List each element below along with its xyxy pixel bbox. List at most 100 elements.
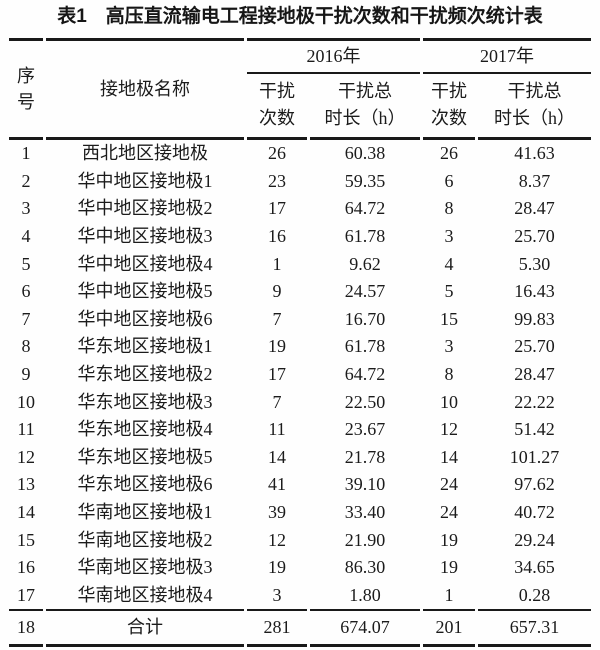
electrode-name-cell: 华中地区接地极4 <box>77 253 213 274</box>
count-2016-cell: 1 <box>272 253 282 274</box>
electrode-name-cell: 华东地区接地极4 <box>77 419 213 440</box>
count-2016-cell: 11 <box>268 419 286 440</box>
table-row: 4 华中地区接地极3 16 61.78 3 25.70 <box>9 223 591 251</box>
duration-2017-cell: 8.37 <box>518 170 551 191</box>
table-row: 15 华南地区接地极2 12 21.90 19 29.24 <box>9 526 591 554</box>
duration-2016-cell: 64.72 <box>344 198 386 219</box>
header-count-2017: 干扰 次数 <box>423 74 475 140</box>
header-duration-2016: 干扰总 时长（h） <box>310 74 420 140</box>
serial-cell: 4 <box>21 226 31 247</box>
count-2016-cell: 16 <box>268 226 286 247</box>
serial-cell: 13 <box>17 474 35 495</box>
count-2017-cell: 4 <box>444 253 454 274</box>
table-row: 14 华南地区接地极1 39 33.40 24 40.72 <box>9 499 591 527</box>
serial-cell: 17 <box>17 584 35 605</box>
serial-cell: 9 <box>21 364 31 385</box>
duration-2017-cell: 28.47 <box>514 364 555 385</box>
count-2017-cell: 3 <box>444 336 454 357</box>
statistics-table: 序 号 接地极名称 2016年 2017年 干扰 次数 干扰总 时长（h） 干扰… <box>6 38 594 648</box>
count-2017-cell: 14 <box>440 446 458 467</box>
count-2016-cell: 17 <box>268 364 286 385</box>
table-row: 6 华中地区接地极5 9 24.57 5 16.43 <box>9 278 591 306</box>
duration-2017-cell: 41.63 <box>514 143 555 164</box>
duration-2016-cell: 86.30 <box>344 557 386 578</box>
count-2017-cell: 24 <box>440 474 458 495</box>
count-2017-cell: 24 <box>440 502 458 523</box>
duration-2017-cell: 25.70 <box>514 226 555 247</box>
count-2017-cell: 3 <box>444 226 454 247</box>
count-2016-cell: 41 <box>268 474 286 495</box>
table-row: 2 华中地区接地极1 23 59.35 6 8.37 <box>9 168 591 196</box>
serial-cell: 12 <box>17 446 35 467</box>
serial-cell: 5 <box>21 253 31 274</box>
electrode-name-cell: 华南地区接地极3 <box>77 557 213 578</box>
duration-2016-cell: 21.90 <box>344 529 386 550</box>
table-row: 9 华东地区接地极2 17 64.72 8 28.47 <box>9 361 591 389</box>
count-2016-cell: 14 <box>268 446 286 467</box>
serial-cell: 1 <box>21 143 31 164</box>
header-electrode-name: 接地极名称 <box>46 38 244 140</box>
serial-cell: 16 <box>17 557 35 578</box>
header-serial: 序 号 <box>9 38 43 140</box>
duration-2017-cell: 51.42 <box>514 419 555 440</box>
count-2017-cell: 15 <box>440 308 458 329</box>
count-2017-cell: 19 <box>440 557 458 578</box>
count-2016-cell: 26 <box>268 143 286 164</box>
duration-2016-cell: 59.35 <box>344 170 386 191</box>
table-row: 3 华中地区接地极2 17 64.72 8 28.47 <box>9 195 591 223</box>
count-2017-cell: 8 <box>444 364 454 385</box>
header-row-years: 序 号 接地极名称 2016年 2017年 <box>9 38 591 140</box>
duration-2017-cell: 22.22 <box>514 391 555 412</box>
duration-2017-cell: 40.72 <box>514 502 555 523</box>
table-row: 5 华中地区接地极4 1 9.62 4 5.30 <box>9 250 591 278</box>
count-2017-cell: 10 <box>440 391 458 412</box>
duration-2016-cell: 1.80 <box>349 584 381 605</box>
table-row: 13 华东地区接地极6 41 39.10 24 97.62 <box>9 471 591 499</box>
electrode-name-cell: 华东地区接地极2 <box>77 364 213 385</box>
electrode-name-cell: 华南地区接地极4 <box>77 584 213 605</box>
count-2017-cell: 19 <box>440 529 458 550</box>
count-2016-cell: 281 <box>247 609 307 648</box>
duration-2016-cell: 24.57 <box>344 281 386 302</box>
count-2016-cell: 19 <box>268 336 286 357</box>
serial-cell: 7 <box>21 308 31 329</box>
electrode-name-cell: 华中地区接地极6 <box>77 308 213 329</box>
duration-2016-cell: 9.62 <box>349 253 381 274</box>
electrode-name-cell: 华南地区接地极2 <box>77 529 213 550</box>
duration-2016-cell: 16.70 <box>344 308 386 329</box>
table-row: 7 华中地区接地极6 7 16.70 15 99.83 <box>9 306 591 334</box>
electrode-name-cell: 华东地区接地极3 <box>77 391 213 412</box>
serial-cell: 3 <box>21 198 31 219</box>
count-2017-cell: 8 <box>444 198 454 219</box>
electrode-name-cell: 华中地区接地极2 <box>77 198 213 219</box>
duration-2017-cell: 16.43 <box>514 281 555 302</box>
count-2017-cell: 5 <box>444 281 454 302</box>
serial-cell: 11 <box>17 419 35 440</box>
duration-2017-cell: 0.28 <box>518 584 551 605</box>
table-caption: 表1 高压直流输电工程接地极干扰次数和干扰频次统计表 <box>57 6 543 27</box>
duration-2016-cell: 64.72 <box>344 364 386 385</box>
count-2017-cell: 12 <box>440 419 458 440</box>
duration-2017-cell: 5.30 <box>518 253 551 274</box>
header-row-measures: 干扰 次数 干扰总 时长（h） 干扰 次数 干扰总 时长（h） <box>9 74 591 140</box>
electrode-name-cell: 华东地区接地极6 <box>77 474 213 495</box>
duration-2017-cell: 34.65 <box>514 557 555 578</box>
count-2017-cell: 201 <box>423 609 475 648</box>
count-2016-cell: 12 <box>268 529 286 550</box>
table-row: 17 华南地区接地极4 3 1.80 1 0.28 <box>9 582 591 610</box>
table-row: 1 西北地区接地极 26 60.38 26 41.63 <box>9 140 591 168</box>
duration-2016-cell: 22.50 <box>344 391 386 412</box>
electrode-name-cell: 华中地区接地极5 <box>77 281 213 302</box>
count-2016-cell: 7 <box>272 308 282 329</box>
count-2016-cell: 9 <box>272 281 282 302</box>
count-2017-cell: 26 <box>440 143 458 164</box>
table-body: 1 西北地区接地极 26 60.38 26 41.63 2 华中地区接地极1 23 59.35 6 8… <box>9 140 591 648</box>
duration-2016-cell: 33.40 <box>344 502 386 523</box>
duration-2017-cell: 25.70 <box>514 336 555 357</box>
serial-cell: 15 <box>17 529 35 550</box>
table-row: 16 华南地区接地极3 19 86.30 19 34.65 <box>9 554 591 582</box>
duration-2016-cell: 23.67 <box>344 419 386 440</box>
serial-cell: 8 <box>21 336 31 357</box>
serial-cell: 10 <box>17 391 35 412</box>
